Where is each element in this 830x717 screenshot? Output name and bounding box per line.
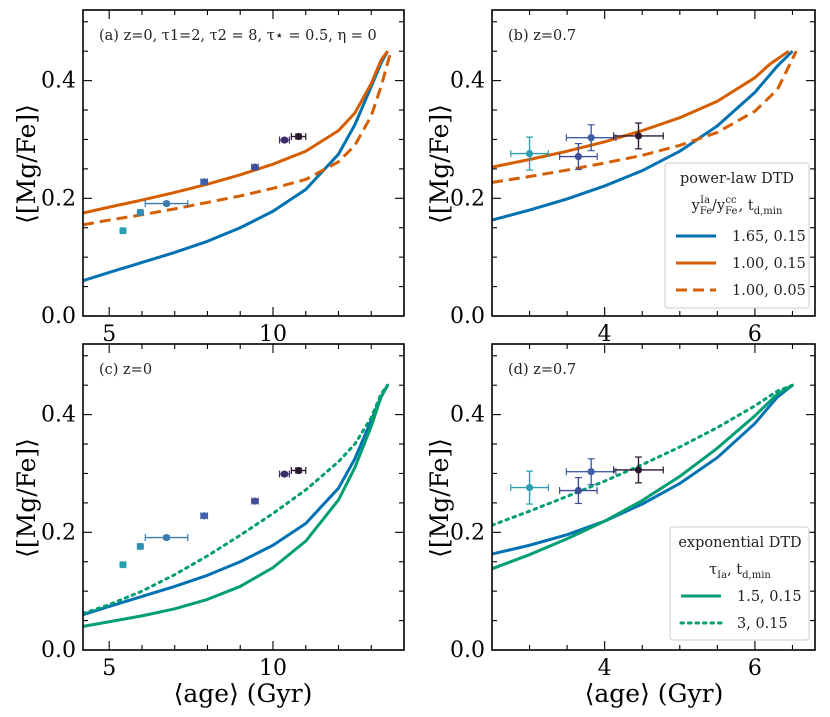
xtick-label-b-1: 6: [748, 322, 762, 347]
point-a-6: [290, 132, 307, 141]
point-a-5: [278, 136, 290, 144]
axes-frame-c: [82, 343, 405, 651]
series-d-2: [492, 383, 794, 527]
ylabel-top-right: ⟨[Mg/Fe]⟩: [425, 104, 454, 224]
panel-annotation-a: (a) z=0, τ1=2, τ2 = 8, τ⋆ = 0.5, η = 0: [99, 28, 377, 44]
xtick-label-c-1: 10: [259, 656, 287, 681]
series-c-2: [83, 383, 390, 616]
point-d-3: [613, 456, 664, 484]
series-d-0: [492, 384, 794, 556]
leg-pl-entries-label-1: 1.00, 0.15: [732, 256, 806, 272]
leg-exp-entries-label-0: 1.5, 0.15: [737, 589, 802, 605]
point-d-2: [565, 458, 617, 486]
ytick-label-c-2: 0.4: [41, 403, 76, 428]
ytick-label-b-1: 0.2: [450, 186, 485, 211]
point-a-2: [144, 200, 189, 208]
series-b-0: [492, 50, 794, 222]
xtick-label-c-0: 5: [102, 656, 116, 681]
leg-pl-entries-label-0: 1.65, 0.15: [732, 229, 806, 245]
point-d-0: [510, 470, 549, 505]
point-b-1: [559, 142, 598, 171]
panel-annotation-b: (b) z=0.7: [508, 28, 576, 44]
point-a-0: [119, 227, 127, 235]
ytick-label-b-0: 0.0: [450, 304, 485, 329]
point-c-2: [144, 534, 189, 542]
series-a-2: [83, 50, 393, 227]
point-b-0: [510, 136, 549, 171]
xtick-label-d-1: 6: [748, 656, 762, 681]
ytick-label-c-1: 0.2: [41, 520, 76, 545]
panels: 0.0 0.2 0.4 5 10 (a) z=0, τ1=2, τ2 = 8, τ⋆ = …: [41, 9, 816, 681]
legend-exponential: exponential DTD τIa, td,min 1.5, 0.153, …: [669, 526, 810, 641]
series-a-0: [83, 50, 389, 283]
xtick-label-a-1: 10: [259, 322, 287, 347]
point-a-1: [136, 208, 144, 217]
ytick-label-d-0: 0.0: [450, 638, 485, 663]
ytick-label-a-1: 0.2: [41, 186, 76, 211]
ytick-label-c-0: 0.0: [41, 638, 76, 663]
legend-powerlaw-title: power-law DTD: [680, 171, 794, 187]
axes-frame-d: [491, 343, 816, 651]
xtick-label-d-0: 4: [598, 656, 612, 681]
series-b-2: [492, 50, 798, 184]
xtick-label-b-0: 4: [598, 322, 612, 347]
panel-a: 0.0 0.2 0.4 5 10 (a) z=0, τ1=2, τ2 = 8, τ⋆ = …: [41, 9, 405, 347]
point-b-3: [613, 122, 664, 150]
xtick-label-a-0: 5: [102, 322, 116, 347]
panel-b: 0.0 0.2 0.4 4 6 (b) z=0.7: [450, 9, 816, 347]
xlabel-left: ⟨age⟩ (Gyr): [174, 679, 313, 708]
point-c-3: [200, 512, 209, 520]
point-c-1: [136, 542, 144, 551]
ytick-label-a-2: 0.4: [41, 69, 76, 94]
series-c-0: [83, 384, 389, 617]
axes-frame-a: [82, 9, 405, 317]
series-b-1: [492, 49, 790, 169]
leg-exp-entries-label-1: 3, 0.15: [737, 616, 788, 632]
panel-annotation-c: (c) z=0: [99, 362, 152, 378]
axes-frame-b: [491, 9, 816, 317]
panel-c: 0.0 0.2 0.4 5 10 (c) z=0: [41, 343, 405, 681]
ylabel-bottom-right: ⟨[Mg/Fe]⟩: [425, 438, 454, 558]
point-c-4: [251, 497, 259, 505]
ytick-label-d-1: 0.2: [450, 520, 485, 545]
ylabel-top-left: ⟨[Mg/Fe]⟩: [12, 104, 41, 224]
legend-powerlaw: power-law DTD yFeIa/yFecc, td,min 1.65, …: [664, 162, 810, 309]
leg-pl-entries-label-2: 1.00, 0.05: [732, 283, 806, 299]
panel-d: 0.0 0.2 0.4 4 6 (d) z=0.7: [450, 343, 816, 681]
ytick-label-d-2: 0.4: [450, 403, 485, 428]
series-c-1: [83, 384, 389, 628]
ytick-label-b-2: 0.4: [450, 69, 485, 94]
point-c-6: [290, 466, 307, 475]
point-b-2: [565, 124, 617, 152]
point-c-0: [119, 561, 127, 569]
point-d-1: [559, 476, 598, 505]
ylabel-bottom-left: ⟨[Mg/Fe]⟩: [12, 438, 41, 558]
legend-exponential-title: exponential DTD: [678, 535, 801, 551]
ytick-label-a-0: 0.0: [41, 304, 76, 329]
point-a-4: [251, 163, 259, 171]
panel-annotation-d: (d) z=0.7: [508, 362, 576, 378]
xlabel-right: ⟨age⟩ (Gyr): [585, 679, 724, 708]
series-d-1: [492, 383, 794, 571]
point-a-3: [200, 178, 209, 186]
point-c-5: [278, 470, 290, 478]
series-a-1: [83, 50, 389, 215]
